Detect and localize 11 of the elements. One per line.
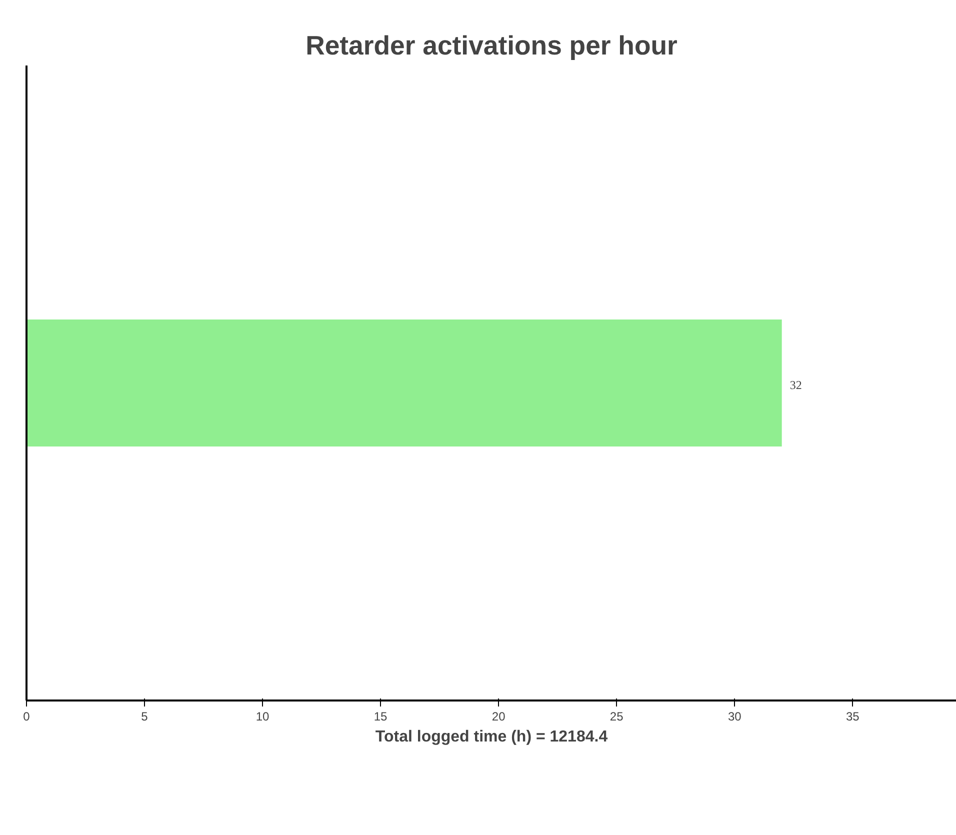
x-tick-label: 15: [374, 710, 388, 724]
x-tick-label: 10: [256, 710, 270, 724]
x-tick-label: 5: [141, 710, 148, 724]
x-tick-label: 20: [492, 710, 506, 724]
x-tick-label: 0: [23, 710, 30, 724]
x-tick-label: 30: [728, 710, 742, 724]
data-label: 32: [790, 378, 802, 392]
x-axis-title: Total logged time (h) = 12184.4: [375, 728, 608, 746]
chart-title: Retarder activations per hour: [306, 30, 678, 60]
x-tick-label: 25: [610, 710, 624, 724]
x-tick-label: 35: [846, 710, 860, 724]
